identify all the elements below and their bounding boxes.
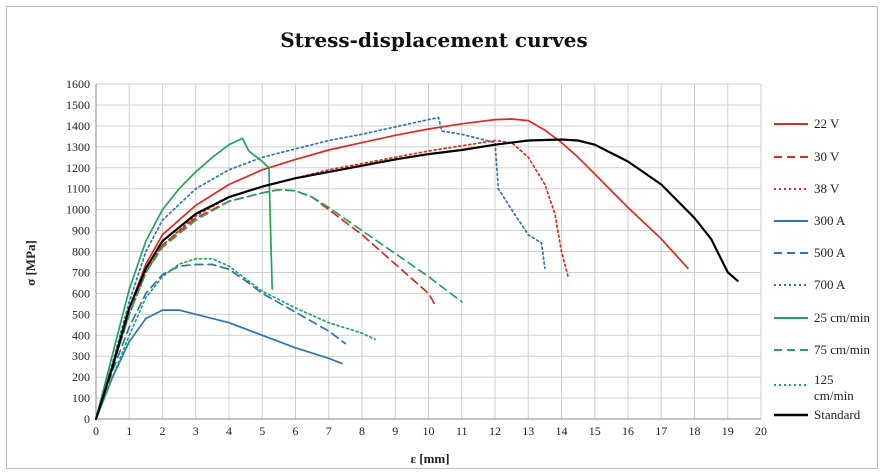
series-line-3 (95, 309, 343, 420)
x-tick-label: 20 (755, 424, 767, 438)
legend-label-6: 25 cm/min (814, 310, 870, 325)
series-line-7 (95, 188, 463, 420)
axes (95, 84, 761, 420)
legend-label-3: 300 A (814, 213, 846, 228)
series-line-8 (95, 257, 377, 420)
y-tick-label: 1100 (66, 182, 90, 196)
x-tick-label: 12 (489, 424, 501, 438)
tick-labels: 0 1 2 3 4 5 6 7 8 9 10 11 12 13 14 15 16 17 18 19 2001002003… (66, 77, 767, 438)
y-tick-label: 700 (72, 265, 90, 279)
legend-label-5: 700 A (814, 277, 846, 292)
x-tick-label: 1 (126, 424, 132, 438)
legend-label-0: 22 V (814, 116, 840, 131)
series-lines (94, 116, 739, 421)
series-line-2 (95, 139, 569, 420)
y-axis-label: σ [MPa] (23, 240, 38, 286)
series-line-4 (95, 263, 347, 420)
y-tick-label: 0 (84, 412, 90, 426)
y-tick-label: 500 (72, 307, 90, 321)
x-tick-label: 19 (722, 424, 734, 438)
legend-label-8: 125 cm/min (814, 372, 854, 403)
series-line-6 (95, 137, 274, 420)
y-tick-label: 100 (72, 391, 90, 405)
y-tick-label: 1300 (66, 140, 90, 154)
y-tick-label: 1000 (66, 203, 90, 217)
y-tick-label: 1500 (66, 98, 90, 112)
series-line-9 (94, 138, 739, 421)
x-tick-label: 5 (259, 424, 265, 438)
y-tick-label: 300 (72, 349, 90, 363)
y-tick-label: 200 (72, 370, 90, 384)
x-tick-label: 9 (392, 424, 398, 438)
y-tick-label: 1600 (66, 77, 90, 91)
x-tick-label: 16 (622, 424, 634, 438)
x-tick-label: 15 (589, 424, 601, 438)
x-tick-label: 14 (556, 424, 568, 438)
x-tick-label: 2 (160, 424, 166, 438)
x-tick-label: 6 (293, 424, 299, 438)
legend-label-7: 75 cm/min (814, 342, 870, 357)
x-tick-label: 11 (456, 424, 468, 438)
legend-label-9: Standard (814, 407, 861, 422)
y-tick-label: 1200 (66, 161, 90, 175)
grid (95, 83, 762, 420)
legend: 22 V 30 V 38 V 300 A 500 A 700 A 25 cm/min 75 c… (774, 116, 870, 422)
x-tick-label: 18 (689, 424, 701, 438)
x-tick-label: 8 (359, 424, 365, 438)
x-tick-label: 4 (226, 424, 232, 438)
series-line-1 (95, 188, 437, 420)
legend-label-1: 30 V (814, 149, 840, 164)
series-line-5 (95, 116, 546, 420)
series-line-0 (95, 118, 689, 420)
x-tick-label: 7 (326, 424, 332, 438)
x-tick-label: 13 (522, 424, 534, 438)
x-tick-label: 17 (655, 424, 667, 438)
x-axis-label: ε [mm] (410, 451, 449, 466)
y-tick-label: 900 (72, 224, 90, 238)
y-tick-label: 400 (72, 328, 90, 342)
legend-label-4: 500 A (814, 245, 846, 260)
x-tick-label: 3 (193, 424, 199, 438)
x-tick-label: 0 (93, 424, 99, 438)
y-tick-label: 800 (72, 245, 90, 259)
legend-label-2: 38 V (814, 181, 840, 196)
y-tick-label: 1400 (66, 119, 90, 133)
chart-frame (6, 6, 878, 469)
chart-title: Stress-displacement curves (280, 28, 588, 52)
y-tick-label: 600 (72, 286, 90, 300)
x-tick-label: 10 (423, 424, 435, 438)
